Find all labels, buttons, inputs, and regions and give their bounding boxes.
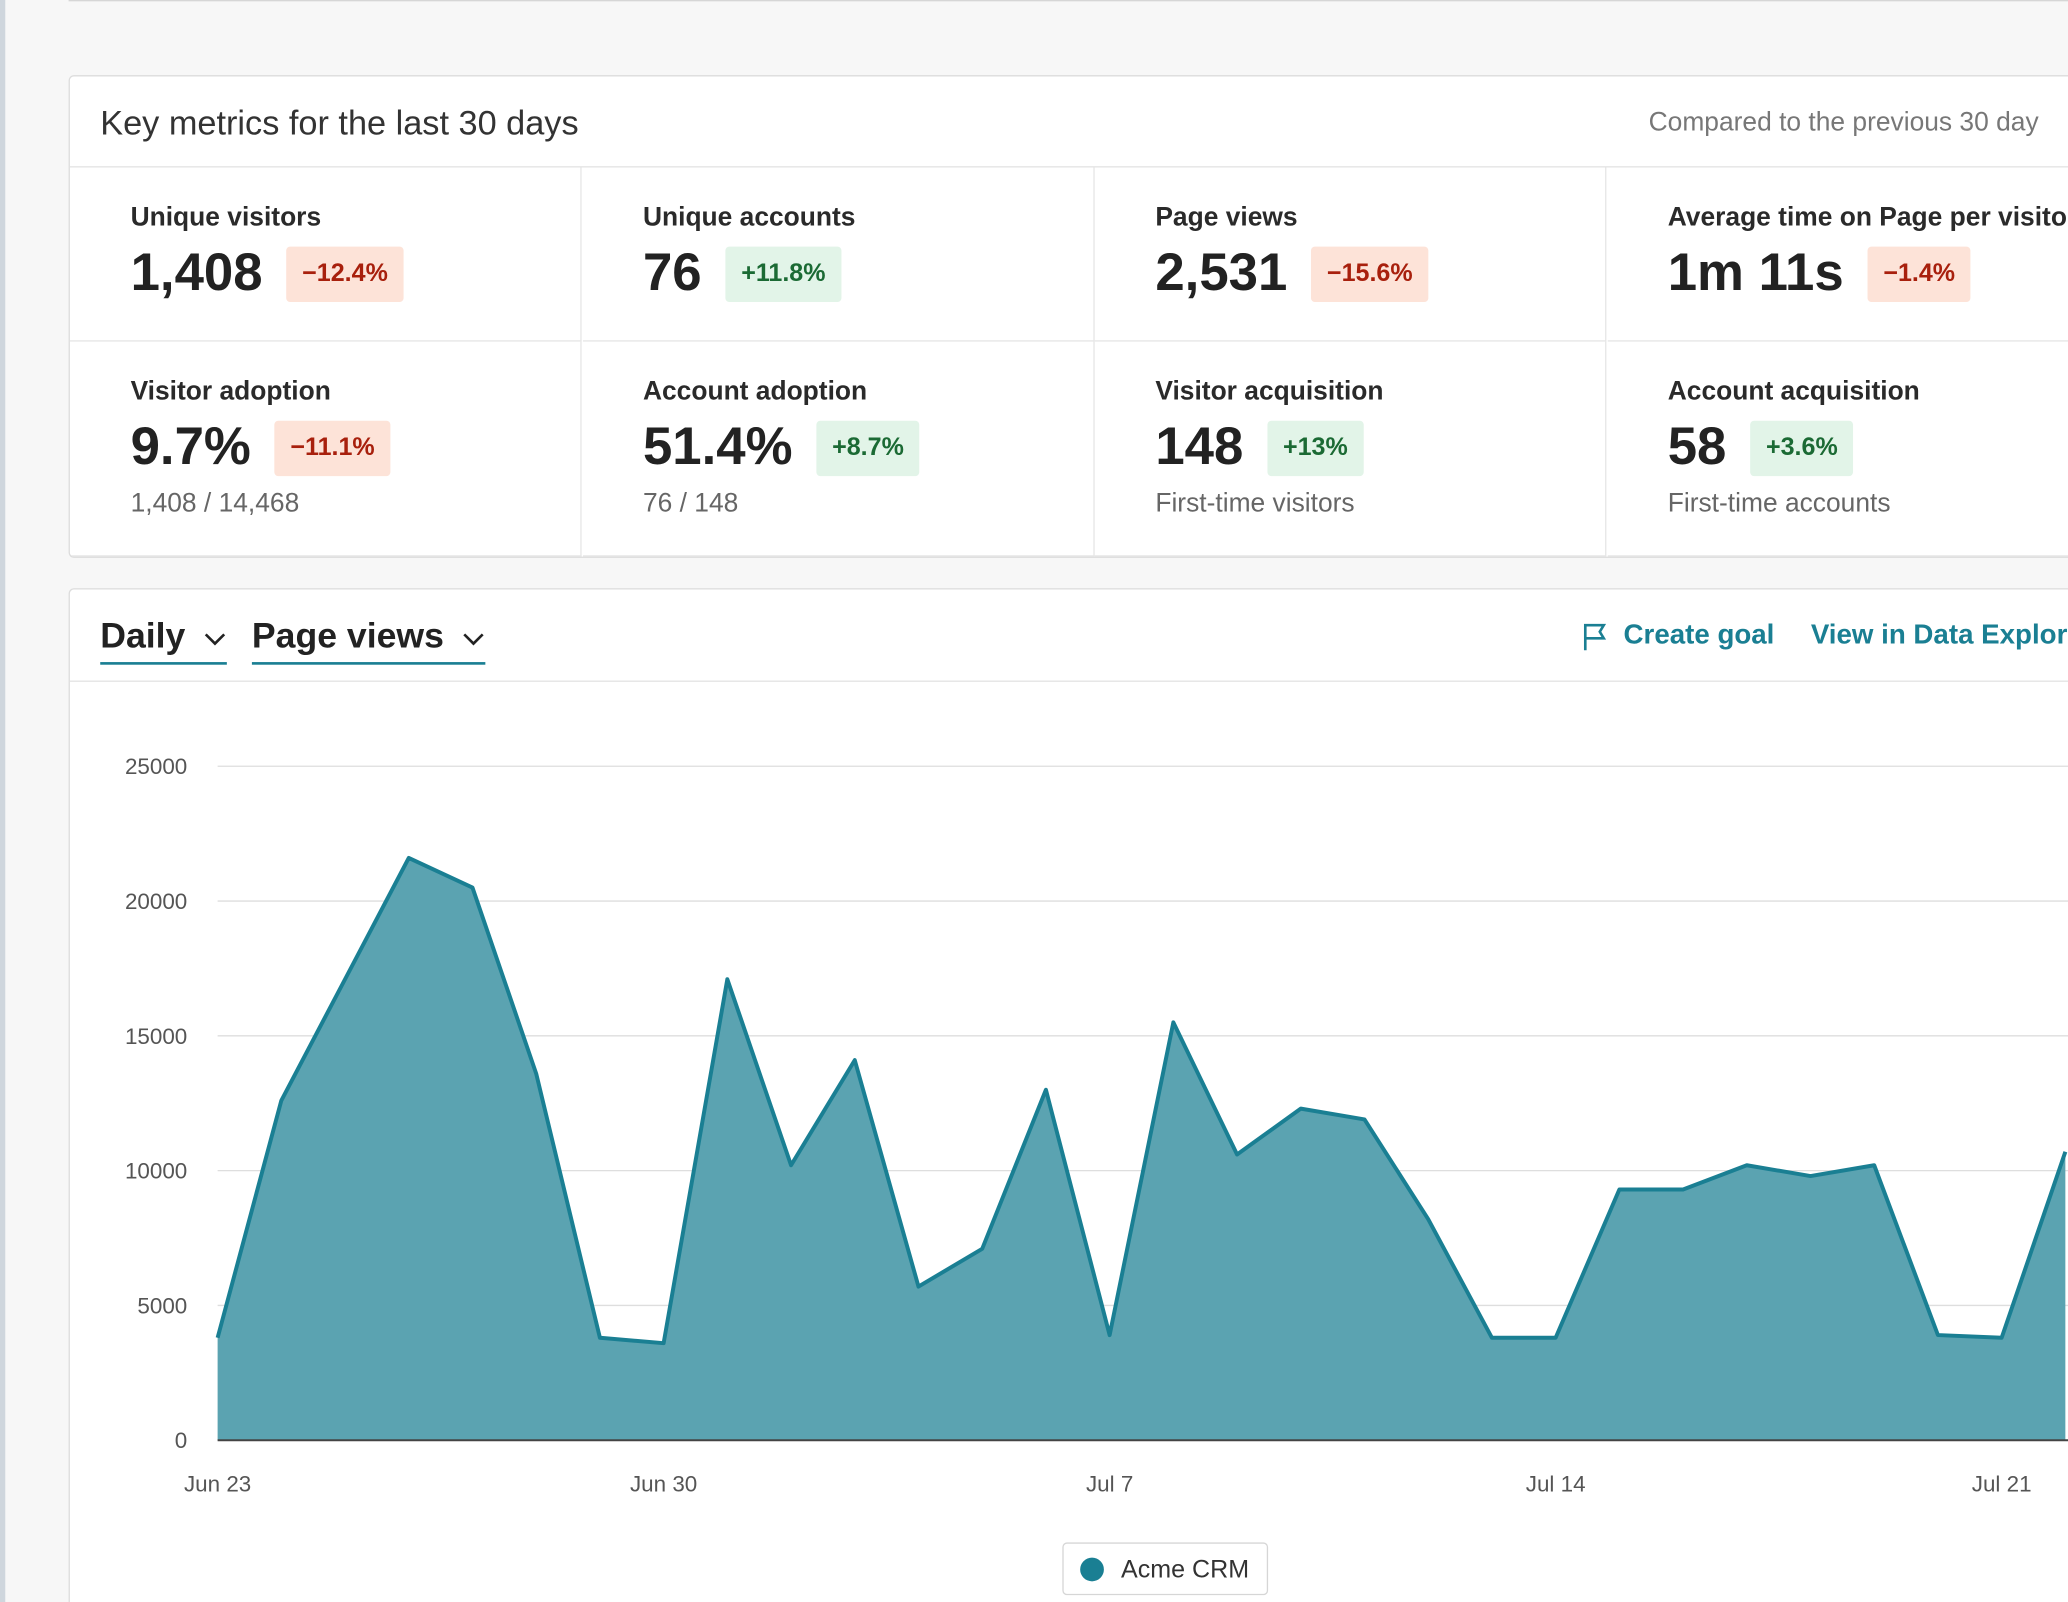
metrics-card: Key metrics for the last 30 days Compare… — [68, 75, 2068, 558]
metric-cell: Page views 2,531 −15.6% — [1094, 167, 1607, 342]
metric-label: Account adoption — [642, 377, 868, 407]
legend-swatch — [1080, 1557, 1104, 1582]
metric-row: 51.4% +8.7% — [643, 418, 920, 477]
metric-cell: Unique visitors 1,408 −12.4% — [69, 167, 582, 342]
change-badge: −1.4% — [1867, 245, 1971, 302]
area-fill — [217, 857, 2066, 1441]
metric-row: 2,531 −15.6% — [1155, 243, 1429, 303]
metric-value: 1m 11s — [1667, 243, 1844, 303]
change-badge: +8.7% — [816, 420, 920, 476]
metric-value: 9.7% — [130, 418, 251, 477]
divider — [69, 166, 2068, 168]
metric-row: 148 +13% — [1155, 418, 1364, 477]
x-tick-label: Jul 14 — [1526, 1472, 1586, 1497]
metric-label: Unique accounts — [642, 203, 856, 233]
change-badge: −11.1% — [274, 420, 391, 476]
top-border — [68, 0, 2068, 2]
metric-row: 58 +3.6% — [1668, 418, 1854, 477]
side-border — [0, 0, 6, 1602]
metric-cell: Account adoption 51.4% +8.7% 76 / 148 — [582, 341, 1095, 557]
chevron — [204, 633, 226, 646]
metric-value: 2,531 — [1155, 243, 1288, 303]
metric-cell: Visitor acquisition 148 +13% First-time vis… — [1094, 341, 1607, 557]
metric-value: 1,408 — [130, 243, 263, 303]
flag-icon — [1583, 623, 1607, 651]
interval-label: Daily — [100, 615, 186, 656]
y-tick-label: 15000 — [125, 1024, 187, 1049]
metric-value: 76 — [642, 243, 702, 303]
x-tick-label: Jul 7 — [1086, 1472, 1133, 1497]
metric-label: Visitor acquisition — [1155, 377, 1384, 407]
x-tick-label: Jun 23 — [184, 1472, 251, 1497]
y-tick-label: 0 — [175, 1428, 187, 1453]
metric-cell: Visitor adoption 9.7% −11.1% 1,408 / 14,468 — [69, 341, 582, 557]
metric-label: Page views — [251, 615, 444, 656]
metric-cell: Unique accounts 76 +11.8% — [582, 167, 1095, 342]
chevron — [463, 633, 484, 646]
metric-label: Unique visitors — [130, 203, 322, 233]
change-badge: +11.8% — [725, 245, 842, 302]
change-badge: +3.6% — [1750, 420, 1854, 476]
y-tick-label: 20000 — [125, 889, 187, 914]
metric-value: 51.4% — [642, 418, 793, 477]
interval-dropdown[interactable]: Daily — [100, 616, 227, 665]
explore-link[interactable]: View in Data Explore — [1810, 619, 2068, 651]
y-tick-label: 10000 — [125, 1159, 187, 1184]
x-tick-label: Jun 30 — [630, 1472, 697, 1497]
metric-subtext: First-time visitors — [1155, 489, 1355, 519]
metric-label: Account acquisition — [1667, 377, 1920, 407]
legend-box — [1062, 1542, 1269, 1596]
metrics-title: Key metrics for the last 30 days — [100, 102, 579, 143]
metric-subtext: 76 / 148 — [642, 489, 739, 519]
change-badge: +13% — [1267, 420, 1364, 476]
metric-cell: Average time on Page per visito 1m 11s −1.… — [1607, 167, 2068, 342]
metric-label: Page views — [1155, 203, 1298, 233]
metric-row: 9.7% −11.1% — [131, 418, 391, 477]
change-badge: −12.4% — [286, 245, 404, 302]
metrics-grid: Unique visitors 1,408 −12.4% Unique account… — [69, 167, 2068, 557]
create-goal-link[interactable]: Create goal — [1623, 619, 1775, 651]
metric-dropdown[interactable]: Page views — [251, 615, 486, 665]
metric-value: 58 — [1667, 418, 1727, 477]
area-line — [215, 855, 2068, 1346]
metric-row: 76 +11.8% — [642, 243, 842, 303]
metric-subtext: First-time accounts — [1667, 489, 1891, 519]
y-tick-label: 5000 — [137, 1293, 187, 1318]
divider — [69, 680, 2068, 682]
metric-row: 1,408 −12.4% — [131, 244, 404, 303]
metric-label: Visitor adoption — [130, 377, 331, 407]
metric-cell: Account acquisition 58 +3.6% First-time acc… — [1607, 342, 2068, 557]
change-badge: −15.6% — [1311, 245, 1429, 302]
x-tick-label: Jul 21 — [1972, 1472, 2032, 1497]
chart: 0 5000 10000 15000 20000 25000 Jun 23 Jun 30 Jul… — [125, 754, 2068, 1596]
comparison-note: Compared to the previous 30 day — [1648, 108, 2039, 138]
metric-subtext: 1,408 / 14,468 — [130, 489, 300, 519]
metric-label: Average time on Page per visito — [1667, 203, 2067, 233]
metric-row: 1m 11s −1.4% — [1668, 244, 1971, 303]
metric-value: 148 — [1155, 418, 1244, 477]
legend-label: Acme CRM — [1121, 1555, 1249, 1583]
y-tick-label: 25000 — [125, 754, 187, 779]
